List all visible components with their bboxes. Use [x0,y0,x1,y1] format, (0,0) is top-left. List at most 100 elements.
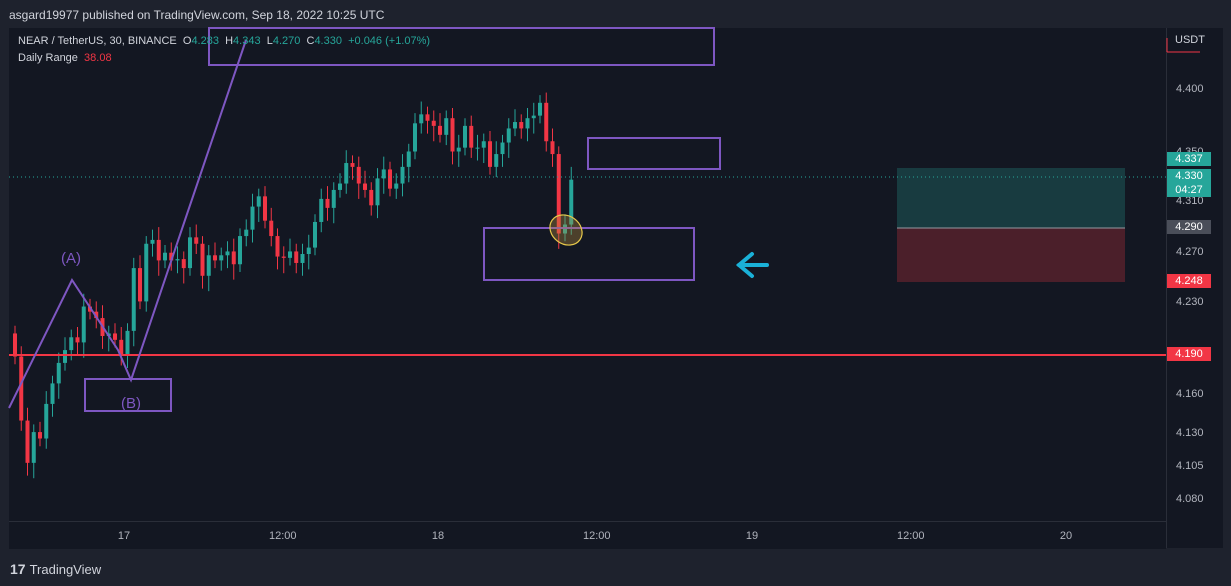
resistance-box[interactable] [587,137,721,170]
candle-body[interactable] [19,356,24,421]
candle-body[interactable] [406,151,411,167]
chart-pane[interactable] [9,28,1166,548]
candle-body[interactable] [213,255,217,261]
demand-box[interactable] [483,227,695,281]
candle-body[interactable] [113,333,117,340]
b-box[interactable] [84,378,172,412]
candle-body[interactable] [319,198,324,222]
candle-body[interactable] [119,339,124,356]
candle-body[interactable] [56,362,61,384]
candle-body[interactable] [275,236,280,257]
candle-body[interactable] [394,183,399,189]
candle-body[interactable] [69,337,74,351]
candle-body[interactable] [175,259,180,261]
candle-body[interactable] [469,125,474,148]
candle-body[interactable] [325,198,330,208]
candle-body[interactable] [550,141,555,155]
candle-body[interactable] [181,259,186,269]
candle-body[interactable] [25,420,30,463]
candle-body[interactable] [413,123,417,152]
candle-body[interactable] [513,122,517,129]
top-box[interactable] [208,27,715,66]
candle-body[interactable] [75,337,80,343]
currency-label[interactable]: USDT [1175,34,1205,46]
candle-body[interactable] [500,142,505,155]
highlight-ellipse[interactable] [544,209,588,251]
candle-body[interactable] [425,114,430,121]
candle-body[interactable] [481,141,486,148]
candle-body[interactable] [269,220,274,237]
candle-body[interactable] [506,128,511,143]
candle-body[interactable] [369,189,374,206]
candle-body[interactable] [494,154,499,167]
candle-body[interactable] [263,196,267,221]
time-axis[interactable] [9,521,1166,549]
candle-body[interactable] [331,189,336,208]
candle-body[interactable] [344,163,349,184]
price-axis[interactable] [1166,28,1223,548]
candle-body[interactable] [525,118,530,129]
candle-body[interactable] [294,251,299,263]
candle-body[interactable] [150,239,155,244]
candle-body[interactable] [350,163,355,167]
candle-body[interactable] [544,102,549,142]
candle-body[interactable] [144,243,149,302]
candle-body[interactable] [556,154,561,234]
candle-body[interactable] [531,115,536,119]
candle-body[interactable] [563,224,567,234]
candle-body[interactable] [200,243,205,276]
take-profit-zone[interactable] [897,168,1125,228]
candle-body[interactable] [281,256,286,258]
candle-body[interactable] [463,125,467,148]
candle-body[interactable] [569,179,574,225]
candle-body[interactable] [238,236,242,265]
candle-body[interactable] [38,432,42,439]
candle-body[interactable] [250,206,255,230]
candle-body[interactable] [456,147,461,152]
candle-body[interactable] [31,432,36,463]
candle-body[interactable] [50,383,55,404]
candle-body[interactable] [356,166,361,184]
candle-body[interactable] [256,196,261,207]
candle-body[interactable] [81,306,86,343]
candle-body[interactable] [63,350,67,363]
candle-body[interactable] [375,178,380,206]
candle-body[interactable] [419,114,424,124]
candle-body[interactable] [363,183,367,190]
candle-body[interactable] [219,255,224,261]
candle-body[interactable] [125,330,130,356]
candle-body[interactable] [225,251,230,256]
candle-body[interactable] [94,311,99,319]
candle-body[interactable] [306,247,311,254]
candle-body[interactable] [288,251,292,258]
tradingview-logo[interactable]: 17 TradingView [10,561,101,577]
candle-body[interactable] [388,169,392,189]
candle-body[interactable] [194,237,199,244]
candle-body[interactable] [313,221,317,248]
candle-body[interactable] [519,122,524,129]
candle-body[interactable] [138,268,142,302]
candle-body[interactable] [131,268,136,331]
candle-body[interactable] [300,254,305,263]
candle-body[interactable] [188,237,192,269]
candle-body[interactable] [163,252,167,261]
candle-body[interactable] [444,118,449,135]
candle-body[interactable] [438,125,442,135]
candle-body[interactable] [450,118,455,152]
candle-body[interactable] [400,166,405,184]
stop-loss-zone[interactable] [897,228,1125,282]
candle-body[interactable] [206,255,211,276]
candle-body[interactable] [475,147,480,149]
candle-body[interactable] [381,169,386,179]
candle-body[interactable] [169,252,174,261]
candle-body[interactable] [44,403,49,439]
wave-line[interactable] [8,39,247,409]
candle-body[interactable] [338,183,342,190]
candle-body[interactable] [231,251,236,265]
candle-body[interactable] [538,102,542,116]
candle-body[interactable] [244,229,249,237]
candle-body[interactable] [13,333,17,357]
candle-body[interactable] [156,239,161,261]
candle-body[interactable] [431,120,436,126]
